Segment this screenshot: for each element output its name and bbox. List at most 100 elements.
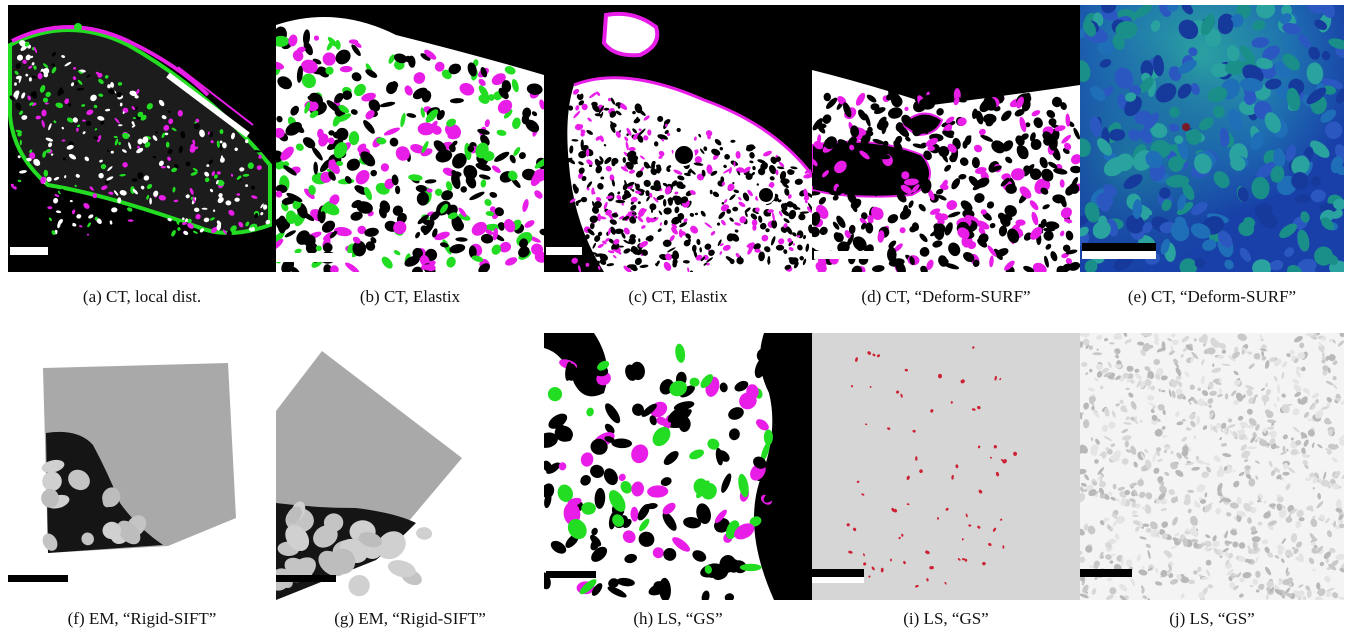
texture-mark [806,206,812,213]
texture-mark [132,188,138,195]
texture-mark [1180,576,1190,584]
texture-mark [689,212,695,217]
texture-mark [638,531,655,547]
texture-mark [1041,168,1054,182]
texture-mark [1039,157,1048,169]
texture-mark [72,117,78,123]
texture-mark [381,256,393,269]
texture-mark [1111,410,1116,418]
texture-mark [22,59,27,64]
texture-mark [1290,533,1298,543]
texture-mark [1240,444,1247,451]
texture-mark [1230,156,1246,171]
texture-mark [531,111,538,117]
texture-mark [1208,381,1214,390]
texture-mark [1068,183,1080,194]
texture-mark [631,189,635,192]
texture-mark [352,236,361,244]
texture-mark [626,264,637,269]
texture-mark [1339,567,1344,573]
texture-mark [660,477,672,487]
texture-mark [973,144,983,153]
texture-mark [44,102,49,105]
texture-mark [1115,403,1120,407]
texture-mark [911,184,920,193]
texture-mark [750,213,758,220]
texture-mark [365,241,376,251]
texture-mark [81,532,94,546]
texture-mark [785,226,793,235]
texture-mark [887,427,891,430]
texture-mark [1115,20,1138,39]
texture-mark [1145,492,1153,500]
texture-mark [700,210,706,217]
texture-mark [688,238,691,242]
texture-mark [43,169,49,177]
texture-mark [1082,333,1088,338]
texture-mark [616,250,622,255]
texture-mark [177,110,183,117]
texture-mark [57,221,61,229]
texture-mark [494,151,510,162]
texture-mark [608,490,626,512]
texture-mark [1042,204,1050,210]
texture-mark [499,241,512,253]
texture-mark [1235,555,1240,560]
texture-mark [630,506,639,522]
texture-mark [903,178,919,186]
texture-mark [853,527,857,532]
texture-mark [1124,339,1131,344]
texture-mark [1129,338,1132,343]
texture-mark [1175,388,1183,395]
texture-mark [1023,265,1035,272]
texture-mark [68,469,90,491]
texture-mark [1291,172,1309,190]
texture-mark [1046,109,1056,119]
texture-mark [547,386,563,402]
texture-mark [1278,579,1284,586]
texture-mark [195,118,200,123]
texture-mark [1255,424,1260,431]
texture-mark [739,563,762,572]
texture-mark [1333,470,1341,478]
texture-mark [534,190,543,199]
texture-mark [452,153,467,169]
scale-bar [814,251,886,259]
texture-mark [1154,581,1163,586]
texture-mark [706,164,713,175]
texture-mark [1266,410,1274,419]
texture-mark [636,248,643,256]
texture-mark [1270,165,1285,183]
texture-mark [1332,592,1339,599]
texture-mark [1292,546,1296,550]
texture-mark [1224,530,1228,539]
texture-mark [379,101,396,108]
texture-mark [1002,459,1007,464]
texture-mark [1130,416,1135,421]
texture-mark [1099,551,1104,559]
texture-mark [68,153,77,160]
texture-mark [935,212,943,221]
texture-mark [653,183,662,192]
texture-mark [1176,202,1194,215]
texture-mark [833,190,841,197]
texture-mark [1317,492,1322,500]
texture-mark [710,170,718,176]
texture-mark [1269,587,1275,593]
texture-mark [1239,247,1252,262]
texture-mark [1134,368,1140,373]
texture-mark [788,209,797,220]
texture-mark [1083,19,1096,37]
texture-mark [17,155,21,159]
texture-mark [590,438,608,455]
texture-mark [985,118,994,127]
texture-mark [1065,230,1074,241]
texture-mark [571,139,579,142]
texture-mark [982,561,986,566]
texture-mark [605,165,612,172]
texture-mark [336,160,344,167]
texture-mark [876,354,881,358]
texture-mark [733,161,736,167]
texture-mark [1263,399,1267,406]
texture-mark [1171,380,1177,388]
